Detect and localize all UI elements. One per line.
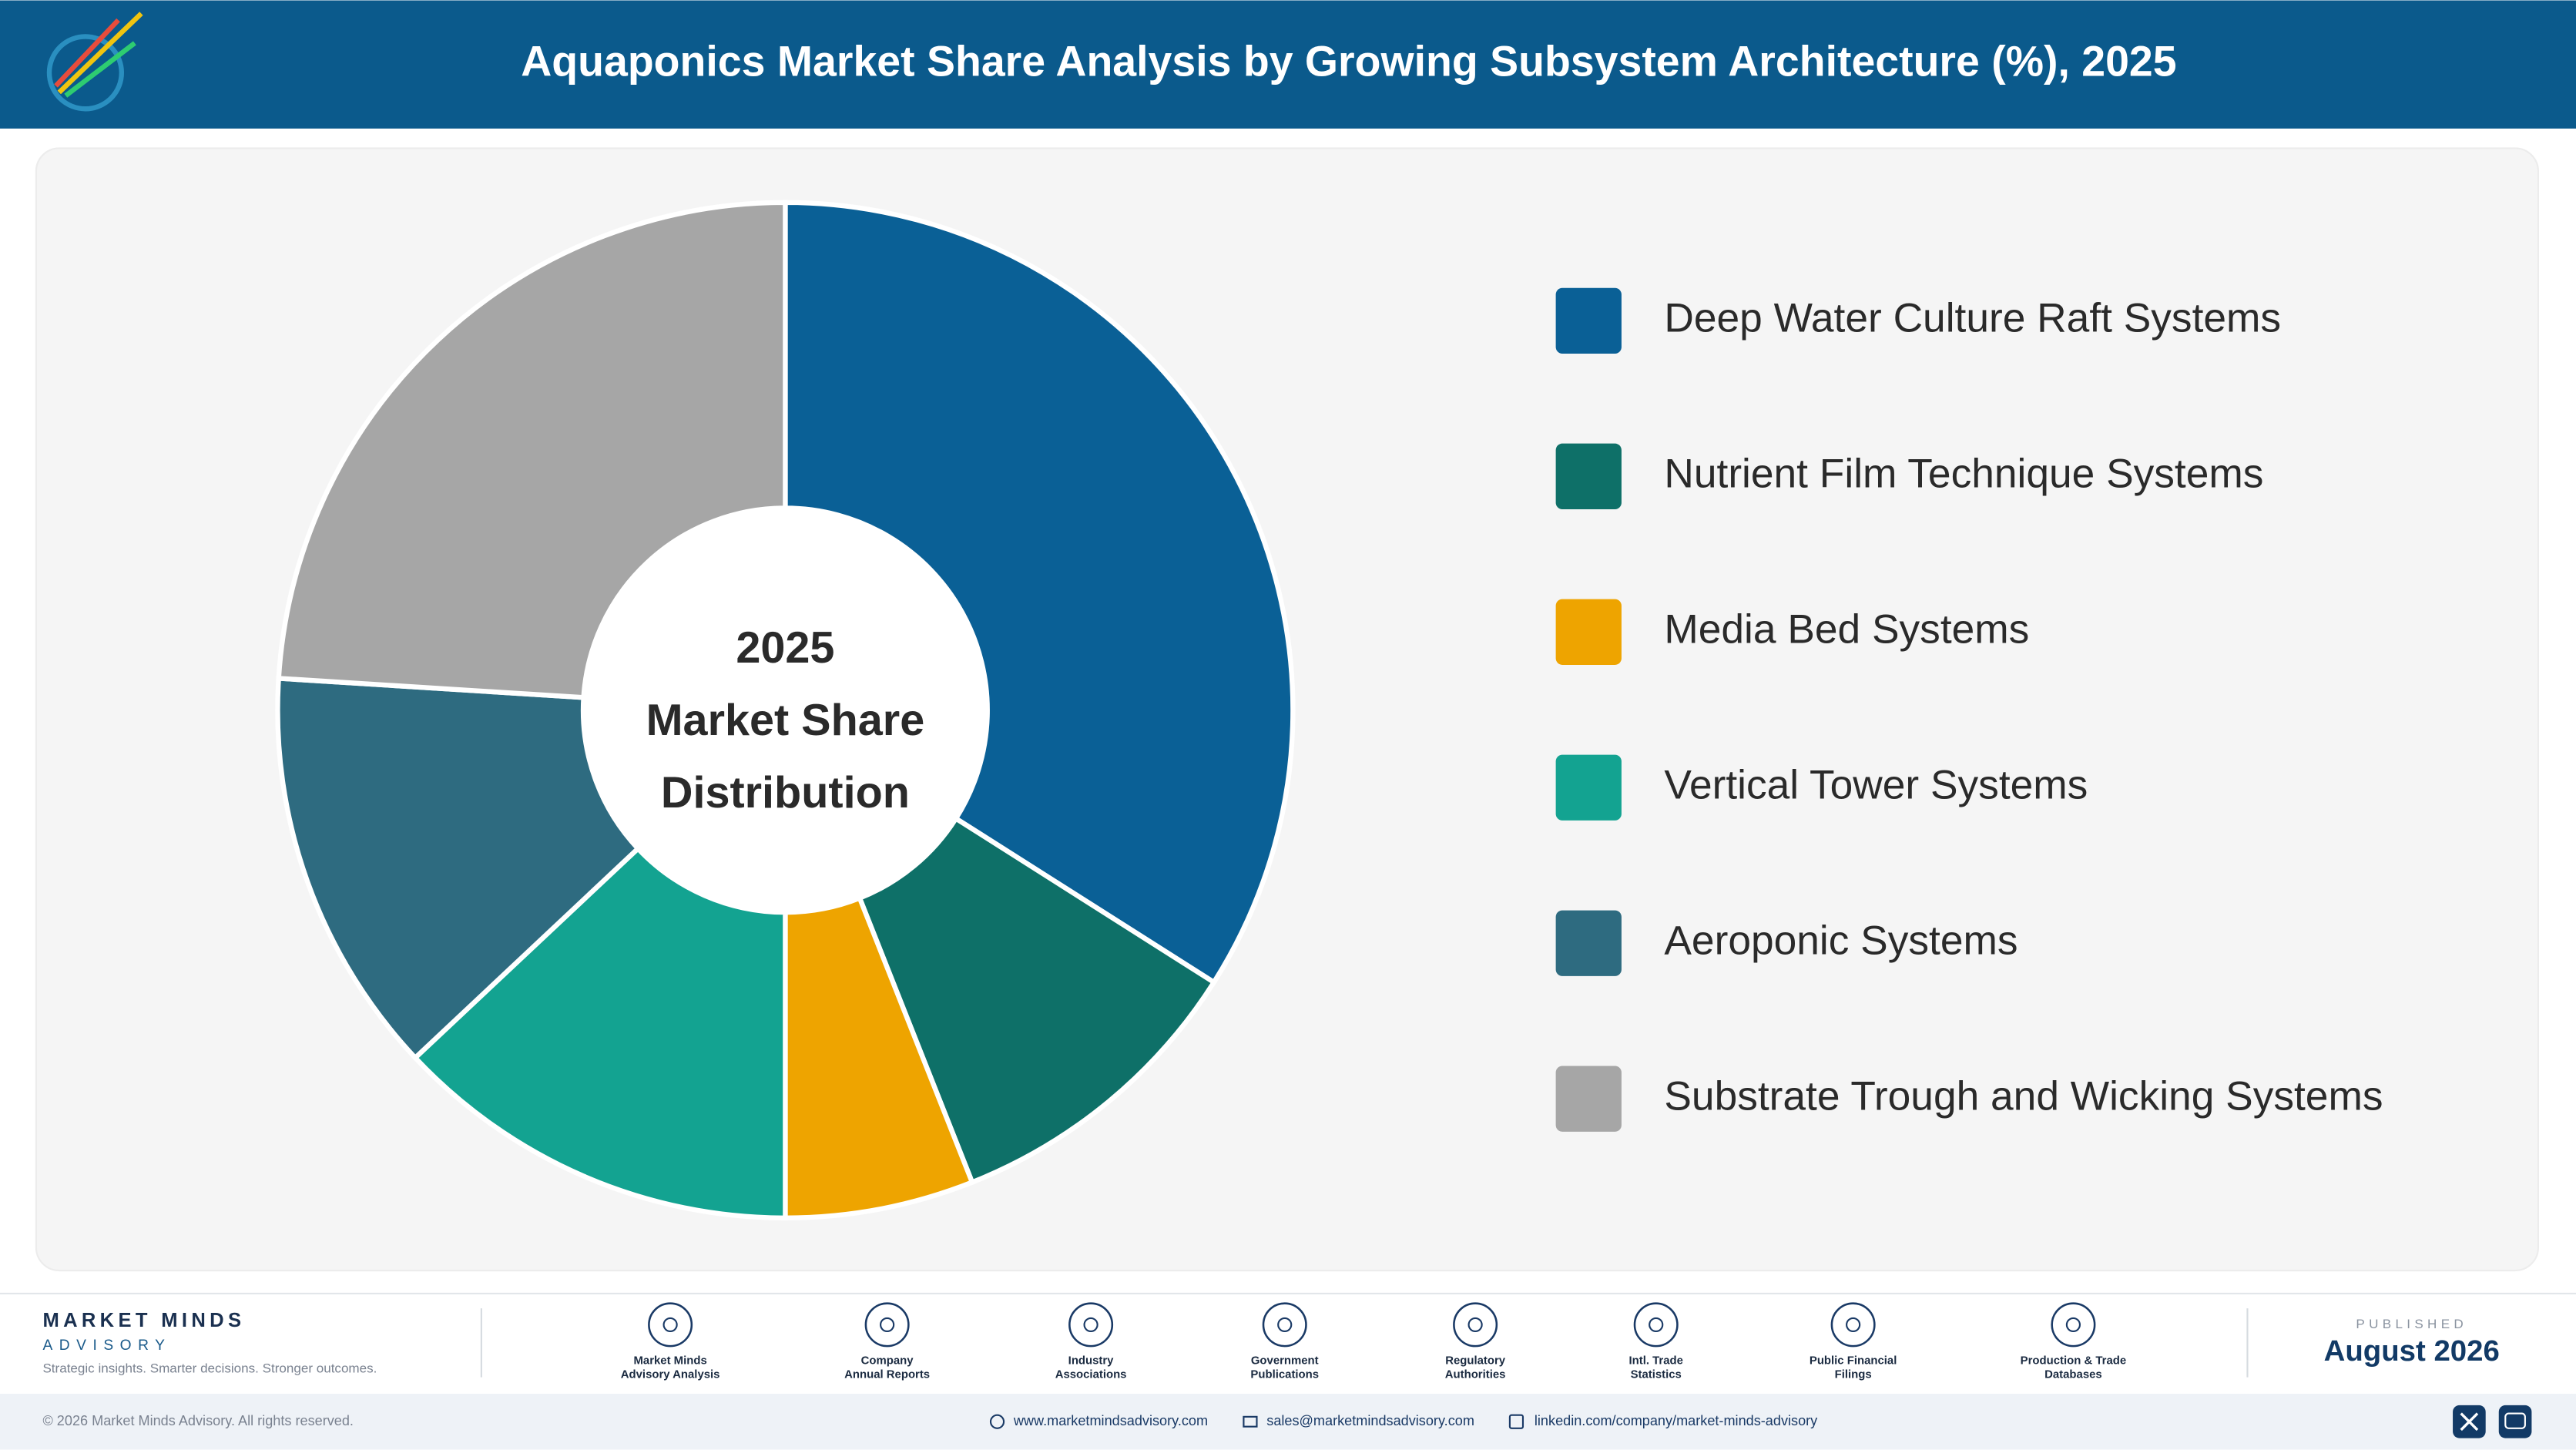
logo-stroke <box>57 12 143 95</box>
source-label: Regulatory <box>1445 1354 1506 1367</box>
source-icon-dot <box>880 1317 895 1333</box>
source-label: Advisory Analysis <box>621 1368 720 1381</box>
legend-swatch <box>1555 754 1622 821</box>
center-hole <box>583 508 988 913</box>
email-link[interactable]: sales@marketmindsadvisory.com <box>1266 1413 1474 1428</box>
center-label: Distribution <box>661 768 910 817</box>
source-icon <box>1262 1302 1307 1348</box>
legend-label[interactable]: Substrate Trough and Wicking Systems <box>1664 1073 2383 1119</box>
source-label: Publications <box>1250 1368 1319 1381</box>
legend-swatch <box>1555 443 1622 509</box>
source-label: Government <box>1251 1354 1319 1367</box>
legend: Deep Water Culture Raft Systems Nutrient … <box>1555 287 2383 1132</box>
youtube-button[interactable] <box>2498 1405 2532 1438</box>
source-label: Authorities <box>1445 1368 1506 1381</box>
legend-swatch <box>1555 910 1622 976</box>
tagline: Strategic insights. Smarter decisions. S… <box>42 1361 377 1376</box>
source-icon-dot <box>1277 1317 1293 1333</box>
legend-swatch <box>1555 287 1622 354</box>
source-label: Intl. Trade <box>1629 1354 1683 1367</box>
source-icon-dot <box>1846 1317 1861 1333</box>
source-label: Company <box>861 1354 914 1367</box>
source-icon <box>1830 1302 1876 1348</box>
source-icon-dot <box>1467 1317 1483 1333</box>
legend-label[interactable]: Nutrient Film Technique Systems <box>1664 451 2263 496</box>
source-label: Statistics <box>1631 1368 1682 1381</box>
source-icon-dot <box>1649 1317 1664 1333</box>
header-bar <box>0 0 2576 129</box>
donut-chart: 2025 Market Share Distribution <box>275 200 1296 1220</box>
source-label: Filings <box>1835 1368 1872 1381</box>
center-label: 2025 <box>736 623 834 673</box>
source-label: Production & Trade <box>2021 1354 2126 1367</box>
source-icon <box>2051 1302 2096 1348</box>
mail-icon <box>1243 1415 1258 1428</box>
linkedin-link[interactable]: linkedin.com/company/market-minds-adviso… <box>1535 1413 1818 1428</box>
logo-stroke <box>64 41 136 98</box>
source-label: Public Financial <box>1810 1354 1897 1367</box>
linkedin-icon <box>1508 1414 1524 1429</box>
logo-stroke <box>54 18 120 88</box>
published-date: August 2026 <box>2324 1334 2500 1368</box>
logo <box>46 12 143 112</box>
source-label: Industry <box>1068 1354 1115 1367</box>
source-icon <box>648 1302 693 1348</box>
logo-ring <box>46 34 125 112</box>
legend-label[interactable]: Deep Water Culture Raft Systems <box>1664 295 2281 341</box>
legend-label[interactable]: Aeroponic Systems <box>1664 918 2018 963</box>
source-icon <box>1068 1302 1114 1348</box>
source-label: Databases <box>2044 1368 2102 1381</box>
source-label: Market Minds <box>633 1354 706 1367</box>
source-icon-dot <box>1083 1317 1098 1333</box>
legend-swatch <box>1555 1066 1622 1132</box>
center-label: Market Share <box>646 696 925 745</box>
copyright: © 2026 Market Minds Advisory. All rights… <box>42 1413 354 1428</box>
legend-label[interactable]: Media Bed Systems <box>1664 606 2029 652</box>
source-icon-dot <box>2065 1317 2081 1333</box>
brand: MARKET MINDS <box>42 1310 245 1331</box>
source-icon-dot <box>662 1317 678 1333</box>
bottom-bar <box>0 1393 2576 1450</box>
source-icon <box>1453 1302 1498 1348</box>
web-icon <box>989 1414 1005 1429</box>
brand-sub: ADVISORY <box>42 1338 171 1354</box>
source-label: Associations <box>1055 1368 1127 1381</box>
youtube-icon <box>2504 1412 2526 1429</box>
source-icon <box>1633 1302 1679 1348</box>
legend-swatch <box>1555 599 1622 665</box>
website-link[interactable]: www.marketmindsadvisory.com <box>1013 1413 1208 1428</box>
published-label: PUBLISHED <box>2356 1317 2467 1331</box>
legend-label[interactable]: Vertical Tower Systems <box>1664 762 2088 807</box>
page-title: Aquaponics Market Share Analysis by Grow… <box>521 37 2176 85</box>
x-icon <box>2460 1412 2479 1432</box>
source-icon <box>864 1302 910 1348</box>
source-label: Annual Reports <box>844 1368 930 1381</box>
